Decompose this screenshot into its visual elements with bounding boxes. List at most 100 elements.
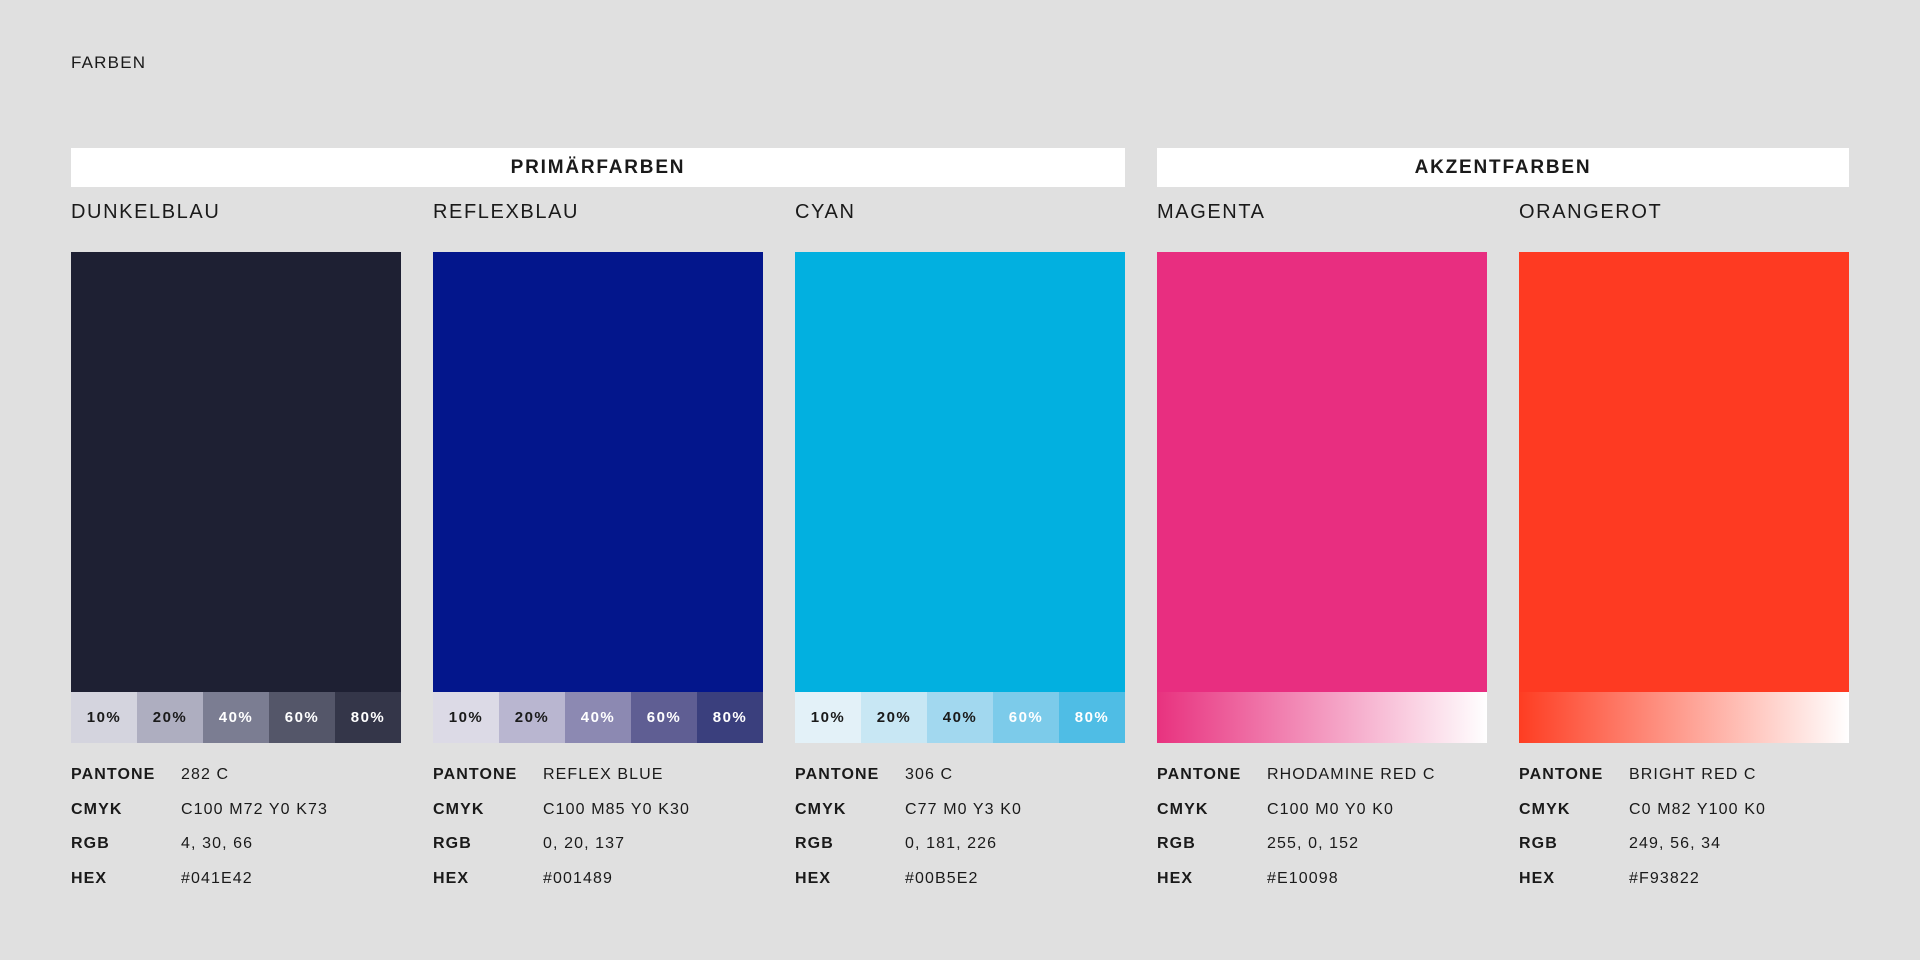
tint-swatch: 20%: [499, 692, 565, 743]
spec-key: HEX: [1519, 869, 1556, 887]
spec-key: PANTONE: [795, 766, 880, 783]
spec-key: RGB: [71, 835, 110, 852]
color-swatch: [71, 252, 401, 692]
spec-value: 249, 56, 34: [1629, 835, 1722, 852]
spec-key: RGB: [1157, 835, 1196, 852]
spec-row: CMYK C0 M82 Y100 K0: [1519, 801, 1849, 836]
tint-swatch: 20%: [861, 692, 927, 743]
tint-swatch: 20%: [137, 692, 203, 743]
tint-swatch: 80%: [697, 692, 763, 743]
tint-swatch: 10%: [433, 692, 499, 743]
tint-swatch: 10%: [71, 692, 137, 743]
page-title: FARBEN: [71, 53, 147, 72]
spec-key: RGB: [433, 835, 472, 852]
spec-row: PANTONE REFLEX BLUE: [433, 766, 763, 801]
tint-swatch: 40%: [565, 692, 631, 743]
spec-key: HEX: [71, 869, 108, 887]
spec-key: HEX: [795, 869, 832, 887]
spec-key: HEX: [433, 869, 470, 887]
spec-value: C77 M0 Y3 K0: [905, 800, 1022, 818]
spec-key: CMYK: [1519, 800, 1571, 818]
color-column: CYAN 10% 20% 40% 60% 80% PANTONE 306 C CMYK C77 M…: [795, 0, 1125, 960]
spec-value: C100 M0 Y0 K0: [1267, 800, 1394, 818]
color-swatch: [1519, 252, 1849, 692]
color-column: DUNKELBLAU 10% 20% 40% 60% 80% PANTONE 282 C CMY…: [71, 0, 401, 960]
color-column: MAGENTA PANTONE RHODAMINE RED C CMYK C100 M0…: [1157, 0, 1487, 960]
spec-row: RGB 4, 30, 66: [71, 835, 401, 870]
spec-row: CMYK C100 M72 Y0 K73: [71, 801, 401, 836]
spec-key: RGB: [795, 835, 834, 852]
spec-row: CMYK C100 M85 Y0 K30: [433, 801, 763, 836]
color-name: MAGENTA: [1157, 201, 1266, 223]
spec-value: C100 M72 Y0 K73: [181, 800, 328, 818]
spec-row: CMYK C77 M0 Y3 K0: [795, 801, 1125, 836]
color-specs: PANTONE RHODAMINE RED C CMYK C100 M0 Y0 K0 R…: [1157, 766, 1487, 904]
spec-row: PANTONE 282 C: [71, 766, 401, 801]
tint-swatch: 60%: [993, 692, 1059, 743]
spec-key: HEX: [1157, 869, 1194, 887]
spec-key: PANTONE: [1519, 766, 1604, 783]
tint-swatch: 10%: [795, 692, 861, 743]
spec-row: RGB 0, 181, 226: [795, 835, 1125, 870]
spec-key: PANTONE: [71, 766, 156, 783]
spec-value: BRIGHT RED C: [1629, 766, 1757, 783]
spec-value: REFLEX BLUE: [543, 766, 664, 783]
spec-row: RGB 249, 56, 34: [1519, 835, 1849, 870]
color-swatch: [433, 252, 763, 692]
group-header-primary: PRIMÄRFARBEN: [71, 148, 1125, 187]
tint-swatch: 80%: [335, 692, 401, 743]
tint-swatch: 40%: [927, 692, 993, 743]
spec-value: 0, 20, 137: [543, 835, 626, 852]
color-swatch: [795, 252, 1125, 692]
spec-value: C0 M82 Y100 K0: [1629, 800, 1766, 818]
spec-row: HEX #001489: [433, 870, 763, 905]
spec-value: #E10098: [1267, 869, 1339, 887]
spec-value: #00B5E2: [905, 869, 979, 887]
spec-value: 282 C: [181, 766, 230, 783]
spec-value: 306 C: [905, 766, 954, 783]
spec-row: PANTONE BRIGHT RED C: [1519, 766, 1849, 801]
spec-row: HEX #041E42: [71, 870, 401, 905]
spec-row: RGB 255, 0, 152: [1157, 835, 1487, 870]
color-specs: PANTONE 306 C CMYK C77 M0 Y3 K0 RGB 0, 181, 2…: [795, 766, 1125, 904]
gradient-strip: [1519, 692, 1849, 743]
tint-strip: 10% 20% 40% 60% 80%: [795, 692, 1125, 743]
tint-swatch: 60%: [269, 692, 335, 743]
spec-key: CMYK: [795, 800, 847, 818]
spec-key: RGB: [1519, 835, 1558, 852]
spec-key: PANTONE: [433, 766, 518, 783]
spec-row: PANTONE 306 C: [795, 766, 1125, 801]
spec-value: 4, 30, 66: [181, 835, 254, 852]
spec-value: #041E42: [181, 869, 253, 887]
spec-value: C100 M85 Y0 K30: [543, 800, 690, 818]
tint-swatch: 80%: [1059, 692, 1125, 743]
color-name: REFLEXBLAU: [433, 201, 580, 223]
color-swatch: [1157, 252, 1487, 692]
spec-row: RGB 0, 20, 137: [433, 835, 763, 870]
spec-key: CMYK: [433, 800, 485, 818]
tint-strip: 10% 20% 40% 60% 80%: [71, 692, 401, 743]
group-header-accent: AKZENTFARBEN: [1157, 148, 1849, 187]
spec-row: CMYK C100 M0 Y0 K0: [1157, 801, 1487, 836]
color-specs: PANTONE 282 C CMYK C100 M72 Y0 K73 RGB 4, 30,…: [71, 766, 401, 904]
gradient-strip: [1157, 692, 1487, 743]
color-column: ORANGEROT PANTONE BRIGHT RED C CMYK C0 M82 Y…: [1519, 0, 1849, 960]
tint-swatch: 40%: [203, 692, 269, 743]
color-name: CYAN: [795, 201, 856, 223]
spec-row: HEX #E10098: [1157, 870, 1487, 905]
spec-key: PANTONE: [1157, 766, 1242, 783]
color-name: DUNKELBLAU: [71, 201, 221, 223]
spec-key: CMYK: [1157, 800, 1209, 818]
color-specs: PANTONE REFLEX BLUE CMYK C100 M85 Y0 K30 RGB…: [433, 766, 763, 904]
tint-swatch: 60%: [631, 692, 697, 743]
color-name: ORANGEROT: [1519, 201, 1663, 223]
spec-row: HEX #00B5E2: [795, 870, 1125, 905]
spec-value: RHODAMINE RED C: [1267, 766, 1436, 783]
spec-value: #001489: [543, 869, 613, 887]
spec-value: 0, 181, 226: [905, 835, 998, 852]
spec-row: HEX #F93822: [1519, 870, 1849, 905]
color-specs: PANTONE BRIGHT RED C CMYK C0 M82 Y100 K0 RGB…: [1519, 766, 1849, 904]
spec-value: 255, 0, 152: [1267, 835, 1360, 852]
spec-row: PANTONE RHODAMINE RED C: [1157, 766, 1487, 801]
color-column: REFLEXBLAU 10% 20% 40% 60% 80% PANTONE REFLEX B…: [433, 0, 763, 960]
